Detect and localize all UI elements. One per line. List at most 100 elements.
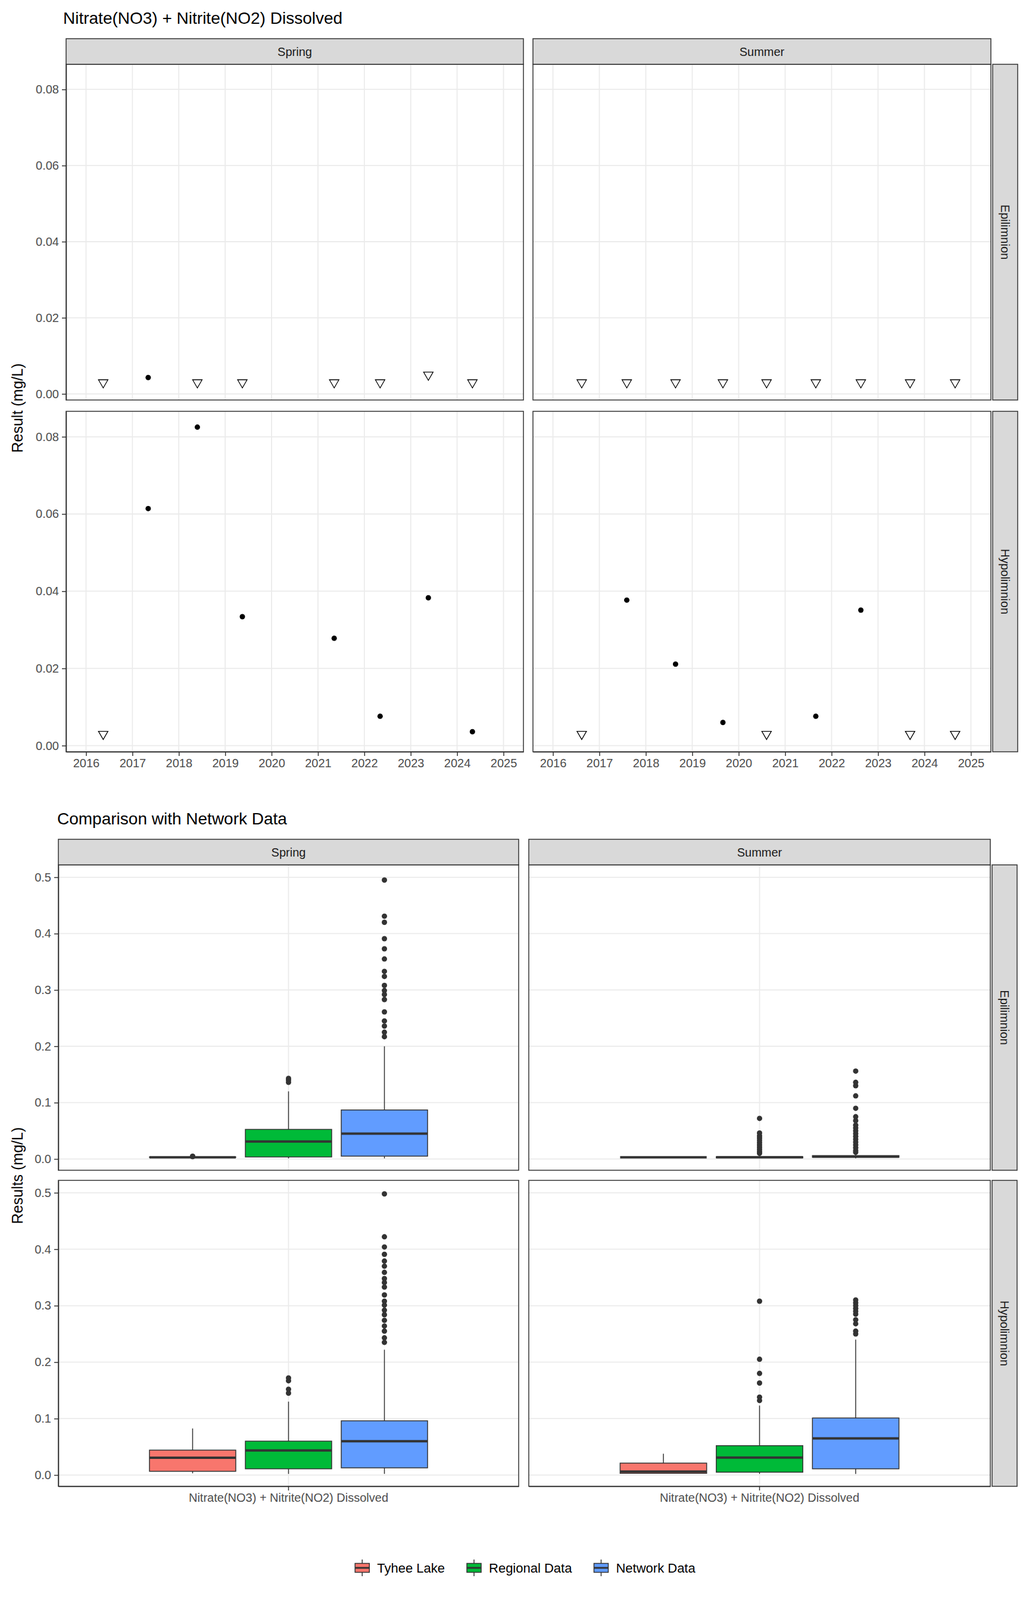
- grid-line: [85, 64, 87, 401]
- tick: 0.1: [34, 1096, 59, 1110]
- point: [331, 635, 338, 642]
- x-axis: 2016201720182019202020212022202320242025: [66, 752, 525, 770]
- tick-mark: [410, 752, 412, 757]
- tick-label: 0.08: [35, 82, 59, 96]
- grid: [528, 865, 991, 1171]
- tick: 0.08: [35, 430, 67, 444]
- tick-label: 0.2: [34, 1040, 52, 1054]
- outlier: [381, 974, 388, 980]
- grid-line: [66, 668, 524, 670]
- tick: 2024: [911, 752, 939, 770]
- point: [858, 607, 864, 613]
- outlier: [381, 983, 388, 989]
- tick: 2017: [119, 752, 147, 770]
- outlier: [852, 1080, 859, 1086]
- box-body: [149, 1450, 236, 1473]
- panel-background: [66, 411, 524, 753]
- chart-title: Nitrate(NO3) + Nitrite(NO2) Dissolved: [63, 8, 343, 28]
- point: [950, 379, 960, 389]
- tick: 2017: [586, 752, 613, 770]
- median: [619, 1470, 707, 1474]
- whisker: [384, 1046, 386, 1111]
- series: [98, 372, 477, 389]
- tick-label: 0.08: [35, 430, 59, 444]
- box-body: [245, 1129, 332, 1158]
- tick-label: 2024: [911, 756, 939, 770]
- chart-root: Nitrate(NO3) + Nitrite(NO2) Dissolved Spr…: [0, 0, 1029, 1600]
- tick-mark: [61, 241, 67, 243]
- strip-background: [532, 38, 991, 65]
- grid-line: [532, 317, 991, 319]
- box-body: [245, 1441, 332, 1470]
- plot-area: [149, 1191, 428, 1475]
- grid: [58, 1180, 519, 1487]
- grid-line: [288, 865, 290, 1171]
- tick: 2019: [679, 752, 707, 770]
- tick-mark: [54, 1249, 59, 1251]
- grid-line: [532, 393, 991, 395]
- grid-line: [288, 1180, 290, 1487]
- point: [811, 379, 821, 389]
- box-body: [619, 1463, 707, 1474]
- axis-line: [66, 412, 68, 753]
- tick: 0.06: [35, 507, 67, 521]
- grid: [66, 64, 524, 401]
- tick-mark: [61, 513, 67, 516]
- tick: 0.08: [35, 82, 67, 96]
- strip-label: Epilimnion: [998, 204, 1012, 260]
- legend-key-median: [593, 1567, 608, 1570]
- outlier: [381, 988, 388, 994]
- median: [619, 1156, 707, 1159]
- median: [245, 1450, 332, 1453]
- point: [905, 379, 915, 389]
- grid-line: [532, 745, 991, 747]
- tick-mark: [132, 752, 134, 757]
- grid-line: [532, 668, 991, 670]
- strip: Spring: [58, 839, 519, 866]
- chart-canvas: Nitrate(NO3) + Nitrite(NO2) Dissolved Spr…: [0, 0, 1029, 1600]
- tick-label: 2025: [490, 756, 518, 770]
- outlier: [756, 1371, 763, 1377]
- grid-line: [924, 64, 926, 401]
- strip: Spring: [66, 38, 524, 65]
- point: [672, 661, 679, 667]
- grid-line: [924, 411, 926, 753]
- outlier: [285, 1375, 292, 1381]
- outlier: [756, 1357, 763, 1363]
- series: [145, 424, 475, 735]
- grid-line: [66, 317, 524, 319]
- tick-mark: [831, 752, 833, 757]
- box: [149, 1429, 236, 1474]
- tick: 2022: [351, 752, 379, 770]
- panel: [532, 411, 991, 753]
- axis-line: [66, 752, 525, 754]
- tick-label: 2018: [633, 756, 660, 770]
- tick: 0.2: [34, 1040, 59, 1054]
- tick-label: Nitrate(NO3) + Nitrite(NO2) Dissolved: [659, 1491, 860, 1505]
- median: [812, 1155, 899, 1159]
- tick-label: 2019: [679, 756, 707, 770]
- y-axis: 0.000.020.040.060.08: [35, 412, 67, 753]
- box: [619, 1157, 707, 1159]
- tick-label: 2021: [304, 756, 332, 770]
- tick-mark: [54, 1475, 59, 1477]
- panel: [58, 865, 519, 1171]
- tick: 2020: [725, 752, 753, 770]
- outlier: [381, 1323, 388, 1330]
- tick-label: 2017: [586, 756, 613, 770]
- grid-line: [532, 590, 991, 592]
- grid: [532, 411, 991, 753]
- panel: [66, 64, 524, 401]
- strip-label: Hypolimnion: [998, 1301, 1012, 1367]
- plot-area: [98, 424, 475, 740]
- panel-background: [66, 64, 524, 401]
- panel-border: [66, 411, 524, 753]
- tick: 2018: [166, 752, 193, 770]
- strip-background: [66, 38, 524, 65]
- grid-line: [66, 393, 524, 395]
- tick: 2023: [397, 752, 425, 770]
- tick-label: 0.4: [34, 1243, 52, 1257]
- tick-label: 2021: [772, 756, 800, 770]
- box-body: [341, 1421, 428, 1469]
- grid-line: [503, 411, 505, 753]
